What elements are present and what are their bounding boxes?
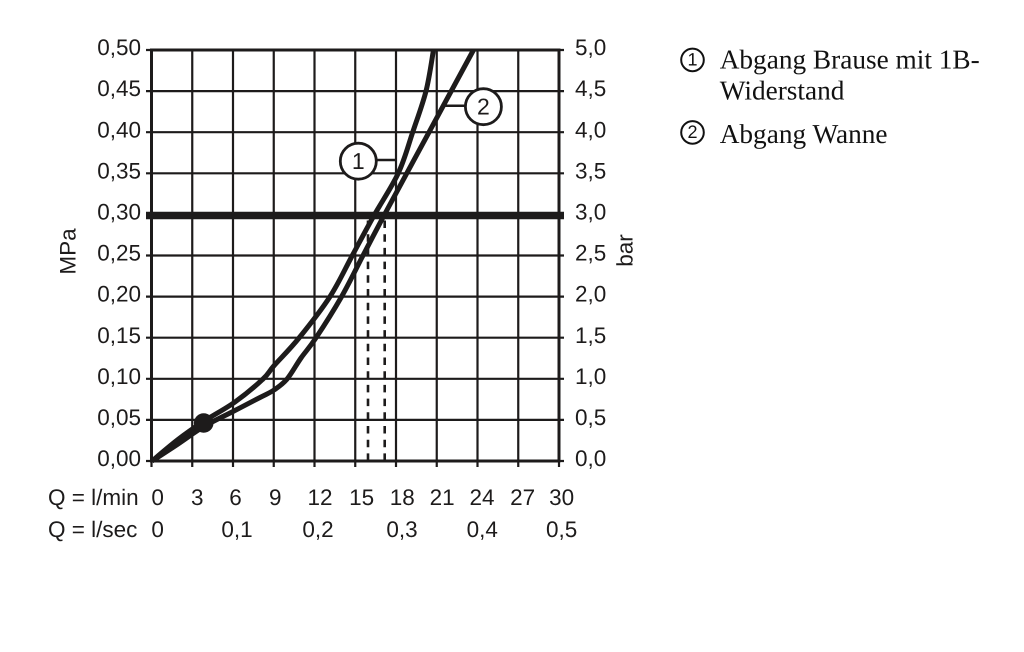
svg-text:12: 12 (307, 485, 332, 510)
svg-text:3,5: 3,5 (575, 158, 606, 183)
svg-text:0,10: 0,10 (97, 364, 141, 389)
svg-text:2,0: 2,0 (575, 282, 606, 307)
svg-text:2: 2 (477, 94, 490, 120)
svg-text:4,5: 4,5 (575, 76, 606, 101)
svg-text:Abgang Wanne: Abgang Wanne (720, 119, 888, 149)
svg-text:1,5: 1,5 (575, 323, 606, 348)
svg-text:0,00: 0,00 (97, 446, 141, 471)
svg-text:0,2: 0,2 (302, 517, 333, 542)
svg-text:9: 9 (269, 485, 282, 510)
svg-text:15: 15 (349, 485, 374, 510)
svg-text:0,15: 0,15 (97, 323, 141, 348)
svg-text:3,0: 3,0 (575, 200, 606, 225)
svg-text:Widerstand: Widerstand (720, 76, 845, 106)
svg-text:0,30: 0,30 (97, 200, 141, 225)
svg-text:4,0: 4,0 (575, 117, 606, 142)
svg-text:0: 0 (151, 485, 164, 510)
svg-text:0,25: 0,25 (97, 241, 141, 266)
svg-text:0,45: 0,45 (97, 76, 141, 101)
svg-text:0,4: 0,4 (467, 517, 498, 542)
svg-text:0,40: 0,40 (97, 117, 141, 142)
svg-text:18: 18 (390, 485, 415, 510)
svg-text:0,50: 0,50 (97, 35, 141, 60)
svg-text:MPa: MPa (56, 228, 81, 275)
svg-text:0,5: 0,5 (575, 405, 606, 430)
svg-text:Q = l/min: Q = l/min (48, 485, 139, 510)
svg-text:0,35: 0,35 (97, 158, 141, 183)
svg-text:2,5: 2,5 (575, 241, 606, 266)
svg-text:2: 2 (687, 122, 697, 142)
svg-text:1: 1 (687, 49, 697, 69)
svg-text:24: 24 (469, 485, 494, 510)
svg-text:Abgang Brause mit 1B-: Abgang Brause mit 1B- (720, 44, 980, 74)
svg-text:5,0: 5,0 (575, 35, 606, 60)
svg-text:27: 27 (510, 485, 535, 510)
svg-text:0,3: 0,3 (386, 517, 417, 542)
svg-text:Q = l/sec: Q = l/sec (48, 517, 137, 542)
svg-text:3: 3 (191, 485, 204, 510)
svg-text:6: 6 (229, 485, 242, 510)
svg-text:bar: bar (613, 234, 638, 267)
svg-text:1,0: 1,0 (575, 364, 606, 389)
svg-text:0,20: 0,20 (97, 282, 141, 307)
svg-text:0,5: 0,5 (546, 517, 577, 542)
svg-text:30: 30 (549, 485, 574, 510)
svg-text:0,05: 0,05 (97, 405, 141, 430)
svg-text:1: 1 (352, 148, 365, 174)
svg-text:0,1: 0,1 (221, 517, 252, 542)
svg-text:0,0: 0,0 (575, 446, 606, 471)
svg-text:21: 21 (430, 485, 455, 510)
svg-text:0: 0 (151, 517, 164, 542)
